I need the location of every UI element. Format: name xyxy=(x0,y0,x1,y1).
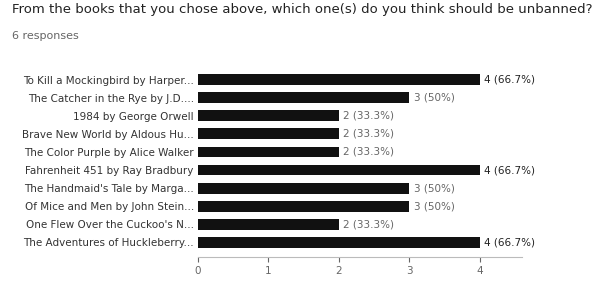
Bar xyxy=(198,183,409,194)
Text: 4 (66.7%): 4 (66.7%) xyxy=(484,75,535,85)
Text: 3 (50%): 3 (50%) xyxy=(413,201,454,211)
Bar xyxy=(198,129,339,139)
Bar xyxy=(198,92,409,103)
Text: 2 (33.3%): 2 (33.3%) xyxy=(343,111,394,121)
Bar xyxy=(198,110,339,121)
Text: 2 (33.3%): 2 (33.3%) xyxy=(343,147,394,157)
Bar xyxy=(198,237,480,248)
Text: 2 (33.3%): 2 (33.3%) xyxy=(343,219,394,229)
Text: From the books that you chose above, which one(s) do you think should be unbanne: From the books that you chose above, whi… xyxy=(12,3,593,16)
Text: 4 (66.7%): 4 (66.7%) xyxy=(484,165,535,175)
Bar xyxy=(198,201,409,212)
Text: 4 (66.7%): 4 (66.7%) xyxy=(484,237,535,247)
Text: 2 (33.3%): 2 (33.3%) xyxy=(343,129,394,139)
Text: 6 responses: 6 responses xyxy=(12,31,79,41)
Bar xyxy=(198,74,480,85)
Text: 3 (50%): 3 (50%) xyxy=(413,93,454,103)
Bar xyxy=(198,146,339,157)
Text: 3 (50%): 3 (50%) xyxy=(413,183,454,193)
Bar xyxy=(198,219,339,230)
Bar xyxy=(198,165,480,176)
